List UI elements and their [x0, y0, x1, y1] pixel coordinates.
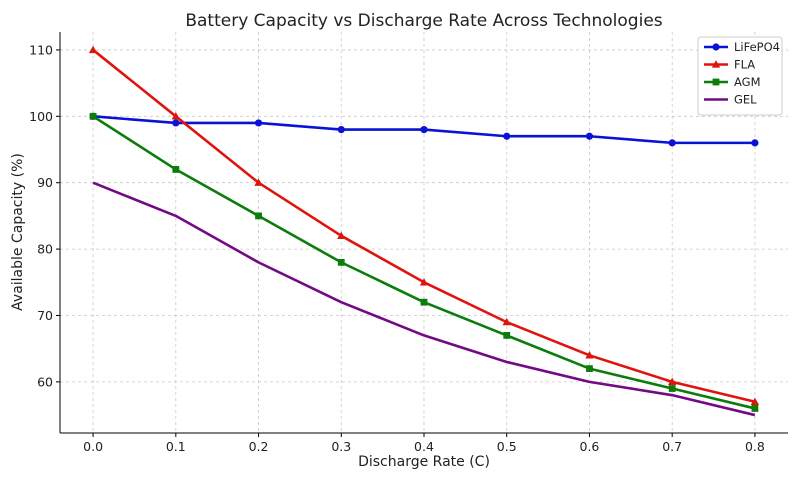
data-point-agm — [89, 112, 97, 120]
legend-item-agm: AGM — [704, 75, 761, 89]
legend-item-gel: GEL — [704, 93, 757, 107]
y-tick-label: 90 — [37, 175, 53, 190]
legend-marker-agm — [712, 78, 720, 86]
x-axis-label: Discharge Rate (C) — [358, 454, 490, 470]
legend-label-agm: AGM — [734, 75, 761, 89]
y-axis-label: Available Capacity (%) — [10, 153, 26, 311]
y-tick-label: 70 — [37, 308, 53, 323]
data-point-lifepo4 — [172, 119, 180, 127]
data-point-lifepo4 — [585, 132, 594, 140]
legend-label-fla: FLA — [734, 58, 755, 72]
x-tick-label: 0.0 — [83, 439, 103, 454]
x-tick-label: 0.8 — [745, 439, 765, 454]
legend-box — [697, 36, 783, 116]
y-tick-label: 60 — [37, 374, 53, 389]
series-gel — [92, 181, 756, 417]
x-tick-label: 0.3 — [331, 439, 351, 454]
y-tick-label: 100 — [29, 109, 53, 124]
data-point-agm — [503, 332, 511, 339]
data-point-agm — [172, 166, 180, 173]
legend: LiFePO4 FLA AGM GEL — [697, 36, 783, 116]
data-point-fla — [88, 45, 98, 54]
data-point-agm — [420, 298, 428, 306]
series-fla — [88, 45, 760, 405]
legend-label-lifepo4: LiFePO4 — [734, 40, 780, 54]
data-point-fla — [419, 278, 429, 286]
x-tick-label: 0.5 — [497, 439, 517, 454]
data-point-agm — [337, 258, 345, 266]
legend-item-fla: FLA — [704, 58, 755, 72]
data-point-agm — [586, 365, 593, 373]
x-tick-label: 0.7 — [662, 439, 682, 454]
data-point-lifepo4 — [503, 132, 511, 140]
grid — [60, 32, 788, 433]
data-point-lifepo4 — [254, 119, 263, 127]
legend-item-lifepo4: LiFePO4 — [704, 40, 780, 54]
legend-marker-lifepo4 — [712, 43, 720, 51]
data-point-fla — [585, 351, 594, 359]
data-point-fla — [502, 317, 511, 326]
x-tick-label: 0.4 — [414, 439, 434, 454]
x-tick-label: 0.6 — [580, 439, 600, 454]
series-line-gel — [92, 181, 756, 417]
data-point-fla — [667, 377, 677, 386]
series-group — [88, 45, 760, 417]
data-point-agm — [751, 405, 759, 412]
x-tick-label: 0.1 — [166, 439, 186, 454]
chart-title: Battery Capacity vs Discharge Rate Acros… — [185, 11, 662, 31]
x-tick-label: 0.2 — [249, 439, 269, 454]
legend-label-gel: GEL — [734, 93, 757, 107]
legend-marker-fla — [711, 60, 721, 68]
data-point-lifepo4 — [668, 139, 676, 147]
data-point-fla — [254, 178, 263, 186]
data-point-lifepo4 — [751, 139, 759, 147]
data-point-lifepo4 — [337, 125, 345, 134]
data-point-fla — [171, 112, 181, 120]
series-lifepo4 — [89, 112, 759, 147]
data-point-lifepo4 — [420, 125, 428, 134]
data-point-agm — [255, 212, 262, 220]
y-tick-label: 80 — [37, 242, 53, 257]
data-point-fla — [750, 397, 760, 405]
y-tick-label: 110 — [29, 42, 53, 57]
series-agm — [89, 112, 759, 412]
axes: 0.0 0.1 0.2 0.3 0.4 0.5 0.6 0.7 0.8 60 70 80 90 100 11… — [29, 32, 788, 454]
data-point-agm — [668, 385, 676, 392]
data-point-fla — [337, 231, 346, 239]
